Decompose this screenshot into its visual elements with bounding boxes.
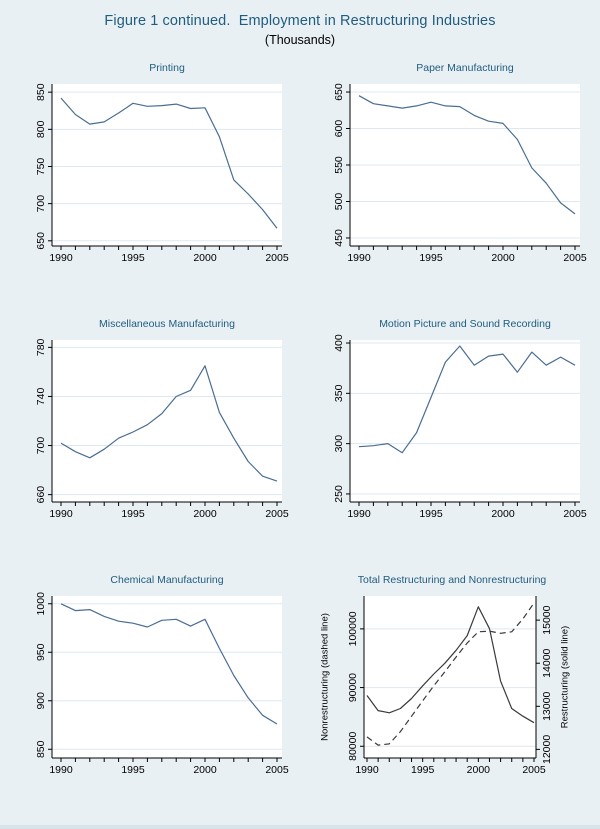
- x-tick-label: 1995: [121, 252, 145, 264]
- chart-title: Motion Picture and Sound Recording: [379, 318, 551, 330]
- chart-paper-manufacturing: Paper Manufacturing 450 500 550 600 650 1990 1…: [304, 60, 594, 282]
- line-chart-canvas: 250 300 350 400 1990 1995 2000 2005: [333, 334, 587, 520]
- y-tick-label: 800: [35, 120, 47, 138]
- series-line-solid: [60, 603, 278, 725]
- y-tick-label: 650: [333, 83, 345, 101]
- x-tick-label: 1995: [121, 508, 145, 520]
- x-tick-label: 2000: [193, 764, 217, 776]
- chart-title: Printing: [149, 62, 185, 74]
- y-tick-label: 700: [35, 437, 47, 455]
- y-tick-label: 550: [333, 156, 345, 174]
- right-y-tick-label: 15000: [541, 605, 553, 634]
- chart-title: Total Restructuring and Nonrestructuring: [357, 574, 547, 586]
- x-tick-label: 1990: [49, 252, 73, 264]
- y-tick-label: 450: [333, 229, 345, 247]
- x-tick-label: 2000: [193, 508, 217, 520]
- x-tick-label: 2000: [491, 508, 515, 520]
- y-tick-label: 90000: [347, 673, 359, 702]
- x-tick-label: 2005: [563, 508, 587, 520]
- line-chart-canvas: 850 900 950 1000 1990 1995 2000 2005: [35, 592, 289, 776]
- chart-printing: Printing 650 700 750 800 850 1990 1995 2000 2005: [6, 60, 296, 282]
- x-tick-label: 2005: [265, 252, 289, 264]
- y-tick-label: 300: [333, 435, 345, 453]
- series-line-solid: [366, 606, 535, 724]
- y-tick-label: 350: [333, 384, 345, 402]
- line-chart-canvas: 450 500 550 600 650 1990 1995 2000 2005: [333, 83, 587, 264]
- plot-area: [350, 340, 580, 502]
- x-tick-label: 1990: [355, 764, 379, 776]
- figure-title: Figure 1 continued. Employment in Restru…: [104, 13, 496, 29]
- y-tick-label: 850: [35, 83, 47, 101]
- y-tick-label: 780: [35, 338, 47, 356]
- x-tick-label: 1995: [419, 508, 443, 520]
- plot-area: [52, 84, 282, 246]
- y-tick-label: 700: [35, 195, 47, 213]
- x-tick-label: 1990: [347, 508, 371, 520]
- figure-subtitle: (Thousands): [264, 33, 336, 47]
- line-chart-canvas: 650 700 750 800 850 1990 1995 2000 2005: [35, 83, 289, 264]
- right-axis-title: Restructuring (solid line): [560, 626, 571, 728]
- y-tick-label: 250: [333, 485, 345, 503]
- right-y-tick-label: 12000: [541, 735, 553, 764]
- series-line-solid: [358, 95, 576, 215]
- chart-title: Chemical Manufacturing: [110, 574, 224, 586]
- x-tick-label: 2005: [563, 252, 587, 264]
- x-tick-label: 1990: [49, 764, 73, 776]
- y-tick-label: 660: [35, 486, 47, 504]
- y-tick-label: 900: [35, 692, 47, 710]
- x-tick-label: 1990: [347, 252, 371, 264]
- y-tick-label: 100000: [347, 611, 359, 646]
- x-tick-label: 2005: [522, 764, 546, 776]
- chart-total-restructuring-nonrestructuring: Total Restructuring and Nonrestructuring…: [304, 572, 594, 794]
- right-y-tick-label: 13000: [541, 692, 553, 721]
- plot-area: [52, 596, 282, 758]
- y-tick-label: 950: [35, 643, 47, 661]
- y-tick-label: 740: [35, 388, 47, 406]
- x-tick-label: 1995: [419, 252, 443, 264]
- y-tick-label: 850: [35, 740, 47, 758]
- chart-title: Paper Manufacturing: [416, 62, 514, 74]
- right-y-tick-label: 14000: [541, 648, 553, 677]
- series-line-dashed: [366, 602, 535, 746]
- plot-area: [364, 596, 536, 758]
- charts-grid: Printing 650 700 750 800 850 1990 1995 2000 2005…: [0, 60, 600, 794]
- y-tick-label: 500: [333, 193, 345, 211]
- x-tick-label: 2000: [193, 252, 217, 264]
- line-chart-canvas: 660 700 740 780 1990 1995 2000 2005: [35, 338, 289, 520]
- series-line-solid: [358, 345, 576, 454]
- x-tick-label: 1990: [49, 508, 73, 520]
- x-tick-label: 2000: [491, 252, 515, 264]
- series-line-solid: [60, 365, 278, 482]
- chart-title: Miscellaneous Manufacturing: [99, 318, 235, 330]
- x-tick-label: 2005: [265, 764, 289, 776]
- dual-axis-line-chart-canvas: 80000 90000 100000 12000 13000 14000 15000 1990…: [320, 596, 571, 776]
- y-tick-label: 650: [35, 232, 47, 250]
- x-tick-label: 1995: [411, 764, 435, 776]
- y-tick-label: 600: [333, 120, 345, 138]
- y-tick-label: 80000: [347, 732, 359, 761]
- plot-area: [52, 340, 282, 502]
- chart-motion-picture-sound-recording: Motion Picture and Sound Recording 250 30…: [304, 316, 594, 538]
- page-bottom-edge: [0, 825, 600, 829]
- chart-chemical-manufacturing: Chemical Manufacturing 850 900 950 1000 1990…: [6, 572, 296, 794]
- x-tick-label: 2005: [265, 508, 289, 520]
- x-tick-label: 1995: [121, 764, 145, 776]
- series-line-solid: [60, 97, 278, 229]
- y-tick-label: 1000: [35, 592, 47, 616]
- x-tick-label: 2000: [467, 764, 491, 776]
- chart-miscellaneous-manufacturing: Miscellaneous Manufacturing 660 700 740 780…: [6, 316, 296, 538]
- y-tick-label: 750: [35, 158, 47, 176]
- left-axis-title: Nonrestructuring (dashed line): [320, 613, 331, 741]
- y-tick-label: 400: [333, 334, 345, 352]
